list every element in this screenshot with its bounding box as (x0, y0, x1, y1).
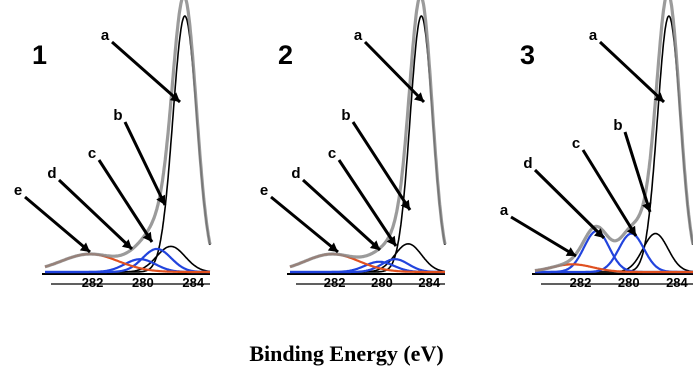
peak-label-b: b (341, 107, 350, 124)
peak-arrow (301, 178, 382, 252)
arrow-head (400, 199, 410, 210)
panel-2: 2 282 280 284 a b c d e (260, 0, 447, 290)
peak-arrow (111, 40, 181, 104)
peak-arrow (623, 131, 652, 213)
envelope-line (289, 0, 447, 269)
peak-label-a: a (354, 27, 363, 44)
panel-3: 3 282 280 284 a b c d a (500, 0, 693, 290)
arrow-head (414, 92, 424, 102)
x-tick-label: 282 (570, 275, 592, 290)
peak-label-d: d (47, 165, 56, 182)
arrow-head (642, 201, 652, 212)
peak-label-d: d (523, 155, 532, 172)
x-tick-label: 280 (371, 275, 393, 290)
peak-arrow (270, 195, 339, 254)
peak-label-a: a (500, 202, 509, 219)
arrow-head (79, 242, 90, 252)
peak-arrow (581, 149, 638, 237)
peak-label-a: a (101, 27, 110, 44)
peak-label-a: a (589, 27, 598, 44)
peak-arrow (363, 40, 426, 104)
x-tick-label: 284 (666, 275, 688, 290)
arrow-head (593, 228, 604, 238)
arrow-head (386, 235, 396, 246)
arrow-head (169, 92, 180, 102)
x-tick-label: 280 (132, 275, 154, 290)
peak-arrow (24, 195, 91, 254)
arrow-head (327, 242, 338, 252)
panel-number: 3 (520, 40, 535, 70)
peak-arrow (97, 159, 154, 243)
arrow-head (565, 247, 576, 256)
x-tick-label: 284 (182, 275, 204, 290)
arrow-head (369, 240, 380, 250)
peak-label-b: b (613, 117, 622, 134)
peak-label-c: c (328, 145, 336, 162)
x-tick-label: 280 (618, 275, 640, 290)
peak-arrow (57, 178, 134, 251)
x-tick-label: 282 (82, 275, 104, 290)
envelope-line (534, 0, 693, 273)
peak-label-c: c (88, 145, 96, 162)
peak-label-c: c (572, 135, 580, 152)
peak-arrow (533, 168, 606, 240)
arrow-head (142, 231, 152, 242)
x-tick-label: 284 (418, 275, 440, 290)
arrow-head (156, 194, 166, 205)
peak-arrow (598, 40, 666, 104)
panel-number: 1 (32, 40, 47, 70)
arrow-head (626, 225, 636, 236)
panel-number: 2 (278, 40, 293, 70)
peak-arrow (510, 215, 577, 258)
peak-label-b: b (113, 107, 122, 124)
panel-1: 1 282 280 284 a b c d e (14, 0, 212, 290)
peak-arrow (351, 121, 412, 211)
peak-label-e: e (260, 182, 268, 199)
peak-arrow (123, 121, 167, 206)
x-tick-label: 282 (324, 275, 346, 290)
envelope-line (44, 0, 212, 269)
x-axis-label: Binding Energy (eV) (249, 341, 444, 366)
arrow-head (653, 92, 664, 102)
peak-label-e: e (14, 182, 22, 199)
peak-label-d: d (291, 165, 300, 182)
peak-arrow (337, 159, 398, 247)
arrow-head (121, 239, 132, 249)
